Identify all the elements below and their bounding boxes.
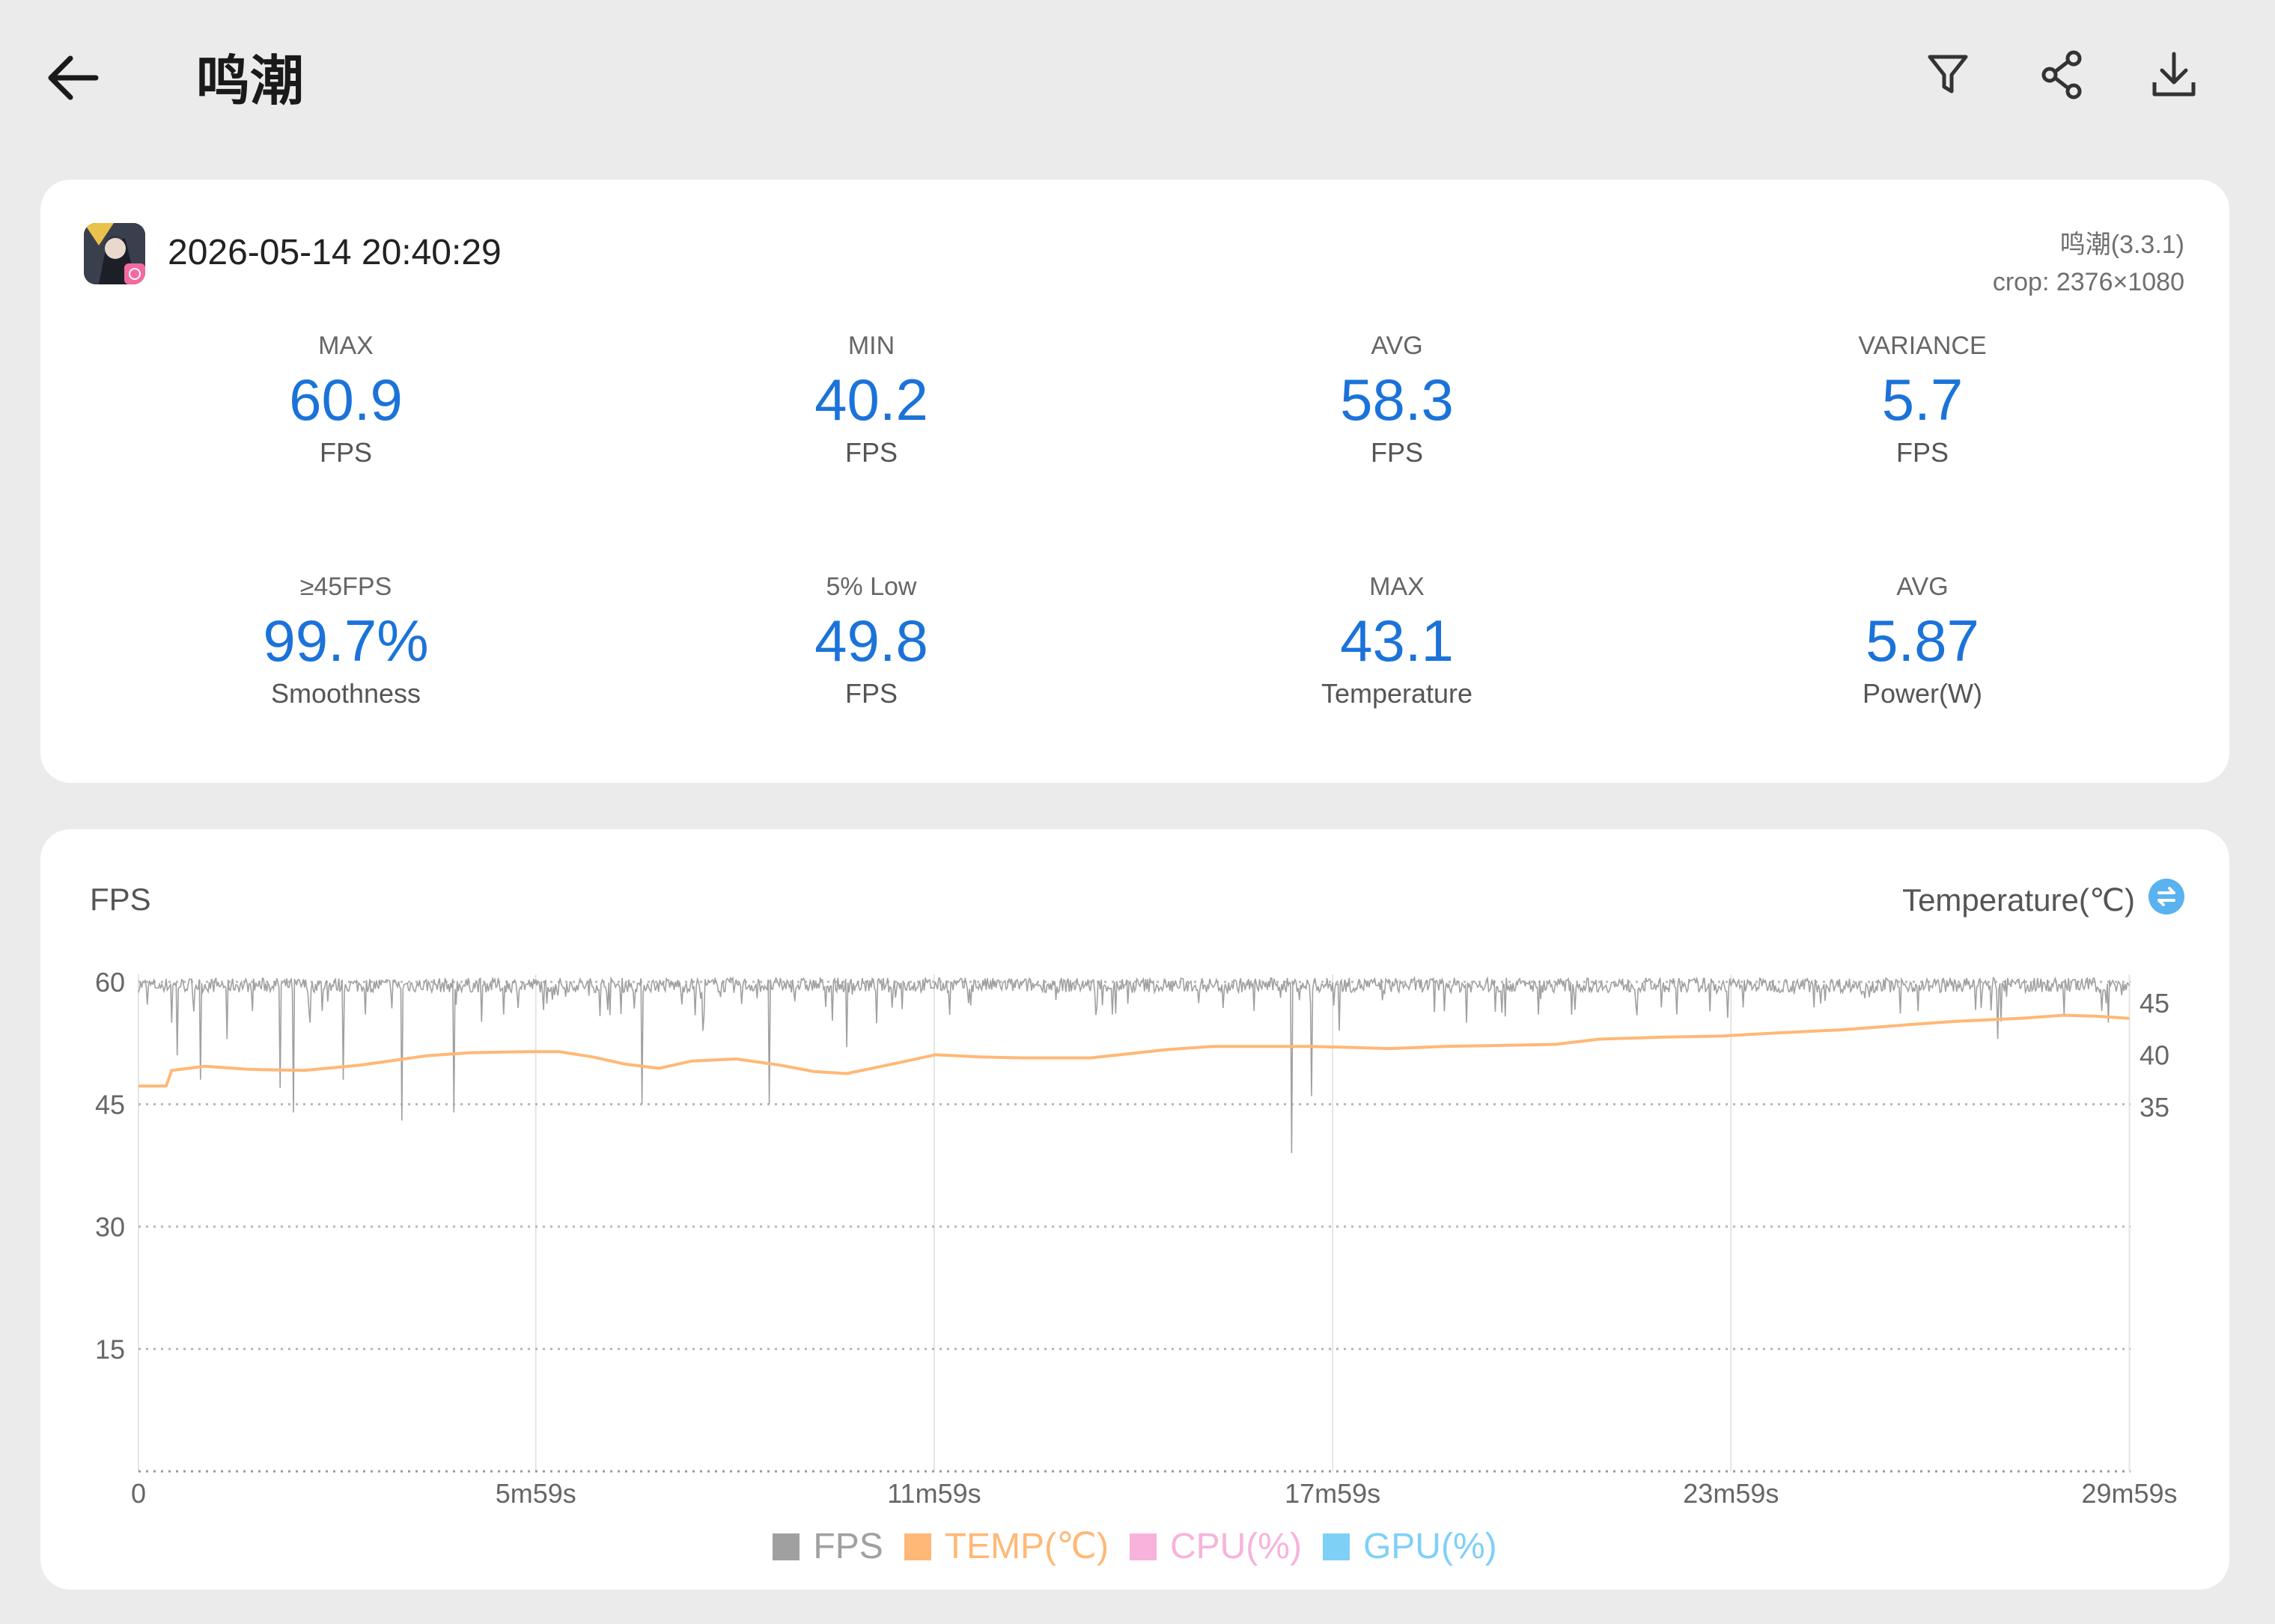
stat-value: 43.1	[1340, 608, 1454, 674]
legend-label: FPS	[813, 1527, 883, 1566]
download-icon	[2152, 52, 2196, 97]
back-button[interactable]	[42, 45, 109, 112]
chart-card: FPS Temperature(℃) 15 30 45 60 35 40 45 0 5m59s 1…	[40, 829, 2229, 1590]
swap-icon	[2157, 887, 2175, 906]
x-tick-label: 11m59s	[887, 1478, 981, 1509]
stat-unit: Power(W)	[1863, 678, 1982, 709]
stat-value: 99.7%	[263, 608, 429, 674]
fps-series-line	[138, 975, 2131, 1153]
record-timestamp: 2026-05-14 20:40:29	[168, 233, 502, 272]
y-tick-label: 15	[95, 1334, 125, 1365]
stat-4: ≥45FPS 99.7% Smoothness	[159, 570, 533, 711]
stat-2: AVG 58.3 FPS	[1210, 329, 1584, 470]
y2-tick-label: 45	[2140, 988, 2169, 1019]
legend-swatch	[773, 1533, 800, 1560]
share-button[interactable]	[2032, 43, 2095, 106]
stat-label: 5% Low	[826, 573, 917, 601]
filter-icon	[1928, 55, 1968, 94]
stat-label: MIN	[847, 332, 895, 360]
stat-unit: FPS	[844, 678, 898, 709]
stat-7: AVG 5.87 Power(W)	[1735, 570, 2110, 711]
stat-label: MAX	[1369, 573, 1425, 601]
stat-label: MAX	[318, 332, 374, 360]
x-tick-label: 23m59s	[1683, 1478, 1779, 1509]
stat-unit: FPS	[1895, 437, 1949, 468]
filter-button[interactable]	[1916, 43, 1979, 106]
stat-unit: Smoothness	[270, 678, 421, 709]
download-button[interactable]	[2142, 43, 2205, 106]
fps-temperature-chart: 15 30 45 60 35 40 45 0 5m59s 11m59s 17m59s 23m59s 29…	[95, 967, 2178, 1509]
legend-item[interactable]: FPS	[773, 1526, 883, 1567]
legend-item[interactable]: GPU(%)	[1322, 1526, 1497, 1567]
stat-value: 58.3	[1340, 367, 1454, 433]
stat-value: 40.2	[814, 367, 928, 433]
arrow-left-icon	[48, 55, 99, 100]
swap-axis-button[interactable]	[2148, 879, 2184, 915]
y2-tick-label: 40	[2140, 1040, 2169, 1070]
legend-swatch	[1129, 1533, 1157, 1560]
stat-label: AVG	[1896, 573, 1949, 601]
stat-unit: FPS	[319, 437, 372, 468]
app-version: 鸣潮(3.3.1)	[2059, 231, 2184, 259]
app-icon	[84, 223, 145, 284]
chart-legend: FPS TEMP(℃) CPU(%) GPU(%)	[40, 1525, 2229, 1570]
stat-6: MAX 43.1 Temperature	[1210, 570, 1584, 711]
stat-label: VARIANCE	[1858, 332, 1987, 360]
temperature-series-line	[138, 1013, 2130, 1088]
chart-y2-axis-label: Temperature(℃)	[1902, 882, 2135, 918]
y-tick-label: 45	[95, 1090, 125, 1120]
stat-label: ≥45FPS	[299, 573, 392, 601]
stat-label: AVG	[1371, 332, 1423, 360]
stat-value: 5.87	[1866, 608, 1979, 674]
stat-value: 5.7	[1881, 367, 1964, 433]
legend-swatch	[904, 1533, 931, 1560]
legend-label: TEMP(℃)	[944, 1527, 1109, 1566]
stat-0: MAX 60.9 FPS	[159, 329, 533, 470]
chart-y-axis-label: FPS	[90, 882, 151, 917]
y-tick-label: 30	[95, 1212, 125, 1242]
x-tick-label: 17m59s	[1285, 1478, 1380, 1509]
stat-3: VARIANCE 5.7 FPS	[1735, 329, 2110, 470]
legend-item[interactable]: TEMP(℃)	[904, 1525, 1109, 1567]
stat-5: 5% Low 49.8 FPS	[684, 570, 1059, 711]
share-icon	[2041, 50, 2082, 100]
stat-unit: FPS	[844, 437, 898, 468]
legend-item[interactable]: CPU(%)	[1129, 1526, 1302, 1567]
legend-swatch	[1322, 1533, 1350, 1560]
stat-value: 49.8	[814, 608, 928, 674]
stat-value: 60.9	[289, 367, 403, 433]
x-tick-label: 5m59s	[496, 1478, 576, 1509]
stat-unit: FPS	[1370, 437, 1423, 468]
stat-1: MIN 40.2 FPS	[684, 329, 1059, 470]
y2-tick-label: 35	[2140, 1092, 2169, 1123]
legend-label: GPU(%)	[1362, 1527, 1497, 1566]
app-meta: 鸣潮(3.3.1) crop: 2376×1080	[1993, 226, 2184, 301]
summary-card: 2026-05-14 20:40:29 鸣潮(3.3.1) crop: 2376…	[40, 180, 2229, 783]
legend-label: CPU(%)	[1169, 1527, 1302, 1566]
x-tick-label: 0	[131, 1478, 146, 1509]
page-title: 鸣潮	[196, 49, 305, 112]
top-bar: 鸣潮	[0, 0, 2275, 165]
y-tick-label: 60	[95, 967, 125, 998]
crop-resolution: crop: 2376×1080	[1992, 268, 2184, 296]
stat-unit: Temperature	[1321, 678, 1473, 709]
x-tick-label: 29m59s	[2081, 1478, 2177, 1509]
game-avatar-icon	[84, 223, 145, 284]
